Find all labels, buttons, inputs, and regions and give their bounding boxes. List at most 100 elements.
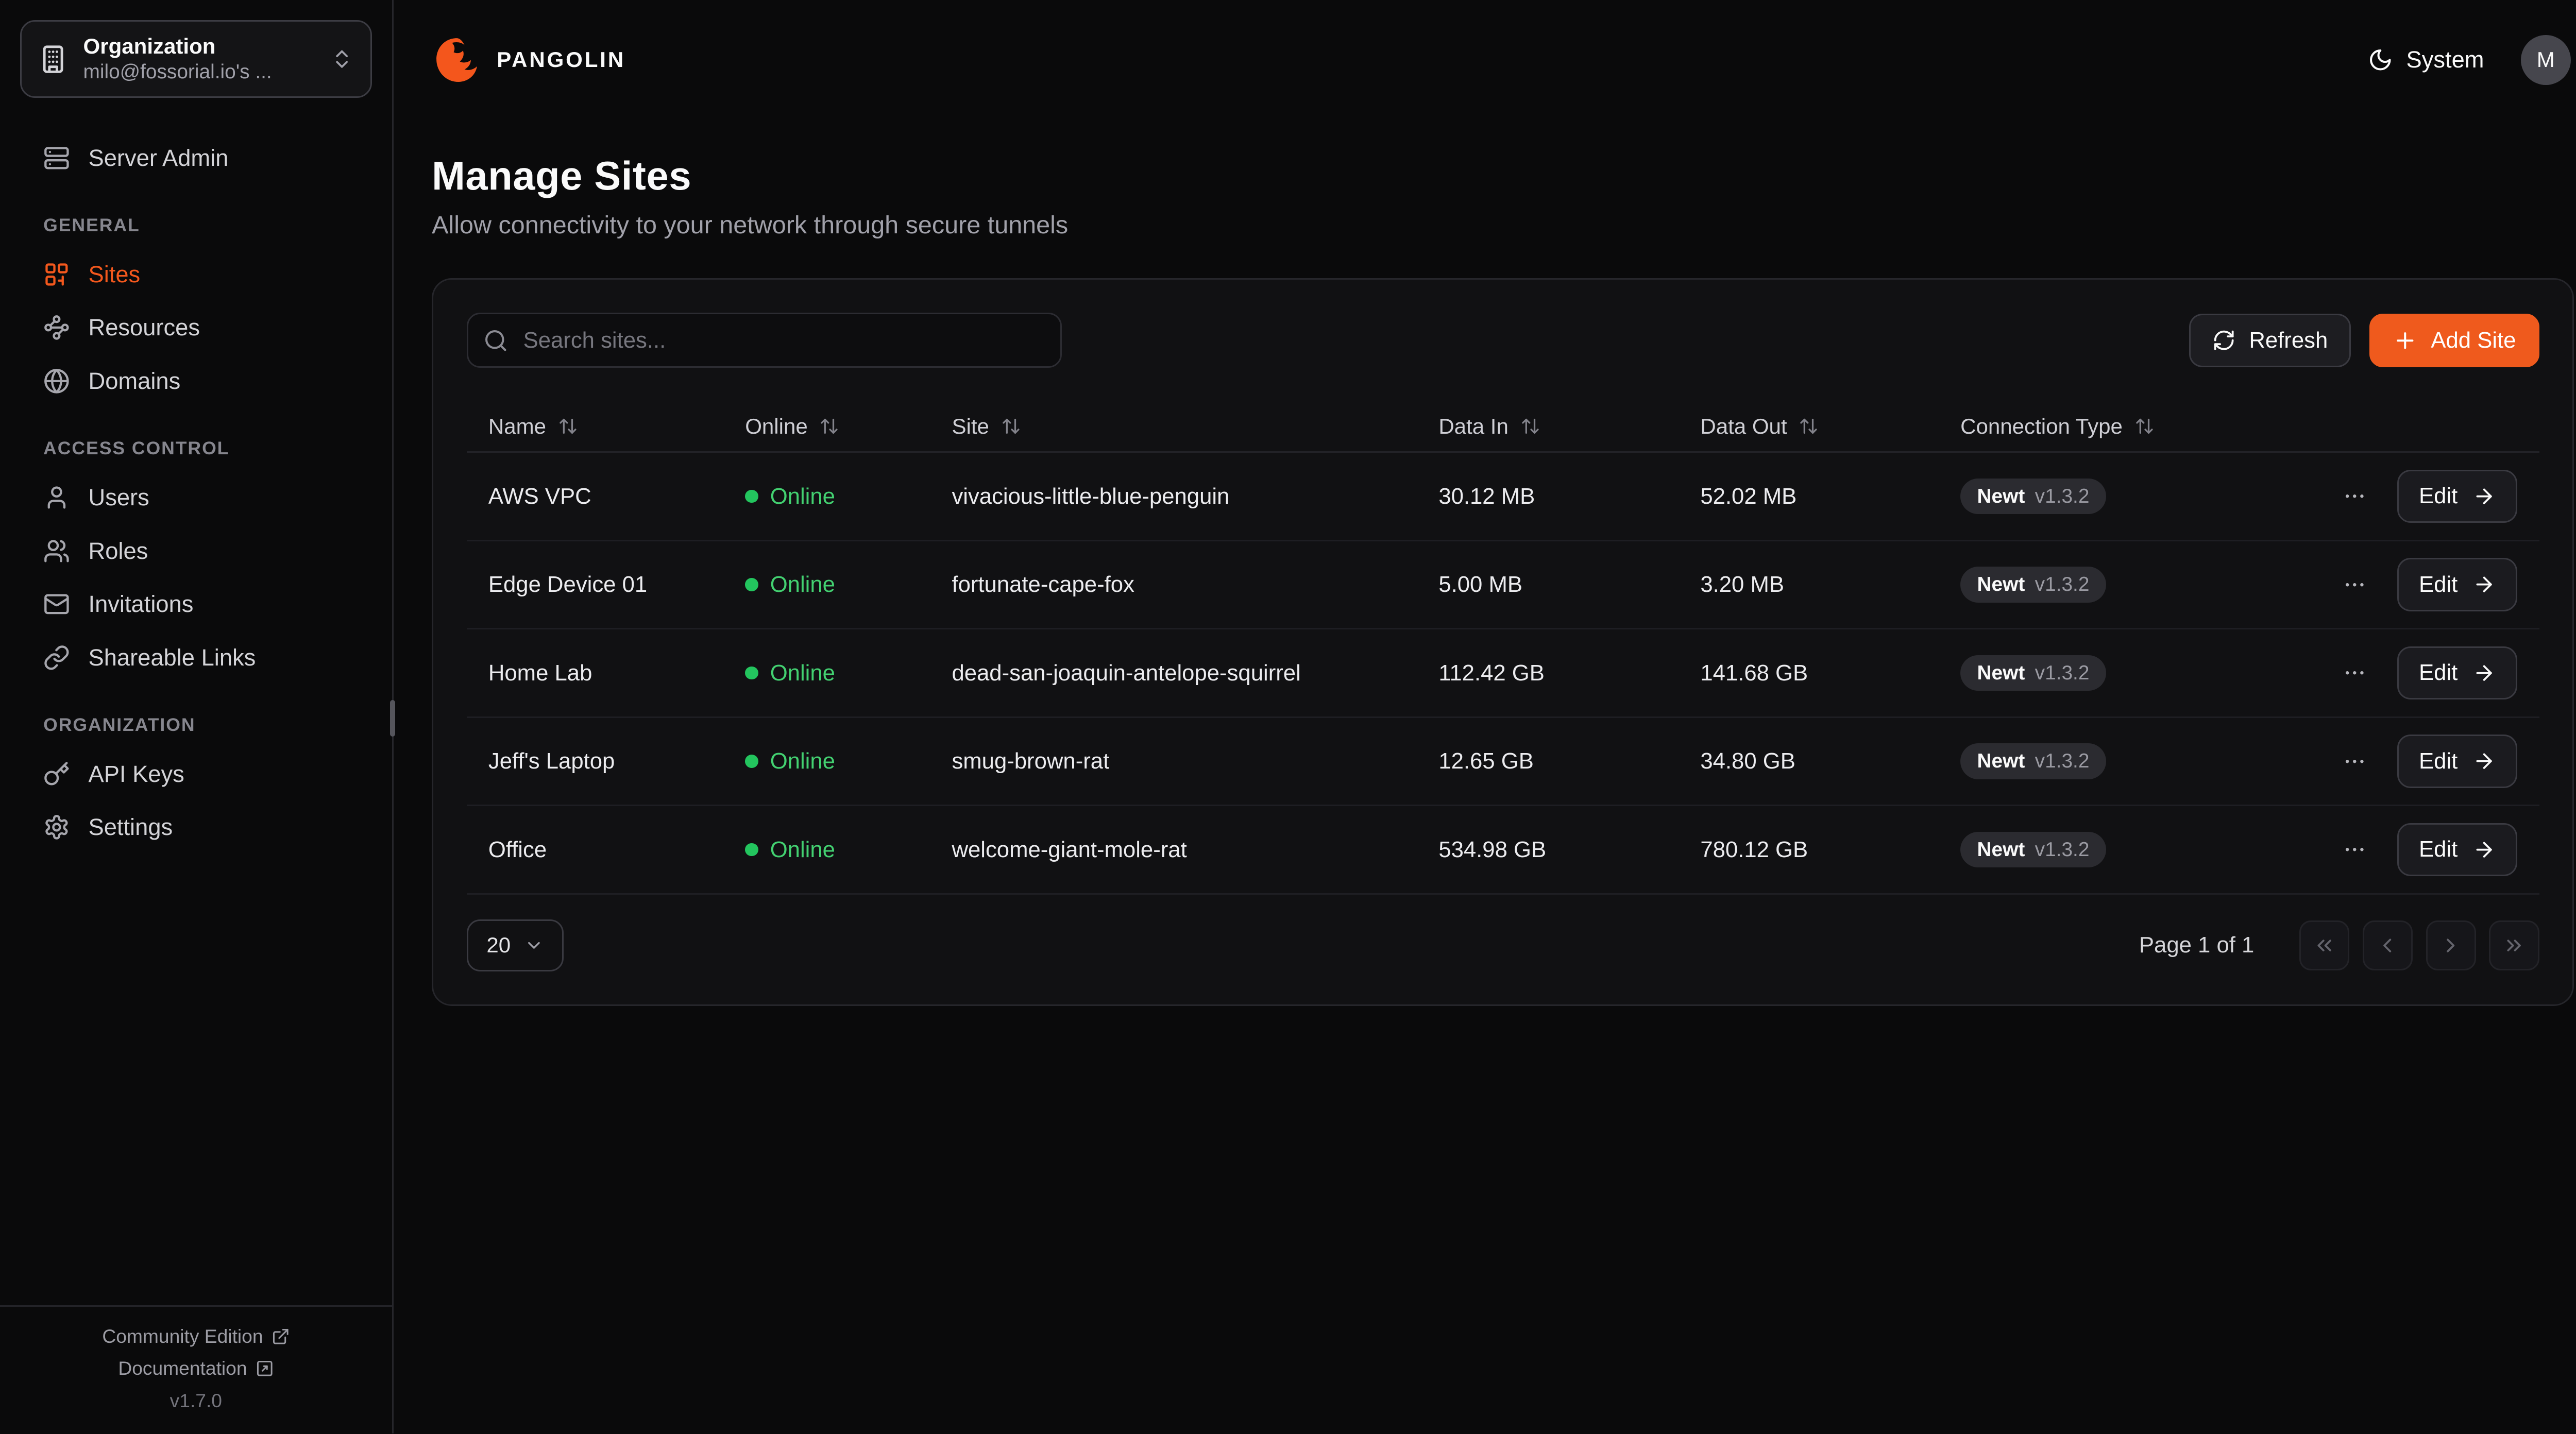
row-menu-button[interactable] — [2335, 654, 2374, 692]
sidebar-item-label: Shareable Links — [88, 644, 256, 671]
community-edition-link[interactable]: Community Edition — [102, 1325, 290, 1347]
pager-first-icon — [2313, 934, 2336, 957]
server-icon — [43, 145, 70, 172]
connection-type-cell: Newt v1.3.2 — [1960, 478, 2300, 515]
theme-toggle[interactable]: System — [2368, 46, 2484, 73]
sort-icon — [1799, 416, 1819, 436]
search-box — [466, 313, 1062, 368]
sidebar: Organization milo@fossorial.io's ... Ser… — [0, 0, 396, 1433]
edit-button[interactable]: Edit — [2397, 469, 2518, 523]
page-title: Manage Sites — [432, 153, 692, 198]
prev-page-button[interactable] — [2362, 920, 2413, 970]
status-dot — [745, 843, 759, 857]
column-header-online[interactable]: Online — [745, 414, 952, 439]
status-dot — [745, 578, 759, 591]
status-dot — [745, 755, 759, 768]
page-subtitle: Allow connectivity to your network throu… — [432, 211, 1069, 240]
site-slug: welcome-giant-mole-rat — [952, 836, 1187, 862]
page-size-select[interactable]: 20 — [466, 919, 564, 971]
column-header-name[interactable]: Name — [488, 414, 745, 439]
org-switcher-text: Organization milo@fossorial.io's ... — [83, 33, 272, 84]
sidebar-item-shareable-links[interactable]: Shareable Links — [0, 631, 392, 685]
column-header-data-in[interactable]: Data In — [1438, 414, 1700, 439]
sidebar-item-api-keys[interactable]: API Keys — [0, 747, 392, 801]
sidebar-item-label: Invitations — [88, 591, 194, 618]
pagination: 20 Page 1 of 1 — [466, 919, 2539, 971]
sidebar-item-server-admin[interactable]: Server Admin — [0, 131, 392, 185]
column-header-data-out[interactable]: Data Out — [1700, 414, 1960, 439]
edit-button[interactable]: Edit — [2397, 646, 2518, 700]
sidebar-item-resources[interactable]: Resources — [0, 301, 392, 355]
row-menu-button[interactable] — [2335, 830, 2374, 868]
arrow-right-icon — [2472, 485, 2496, 508]
sidebar-item-settings[interactable]: Settings — [0, 801, 392, 855]
sort-icon — [1001, 416, 1021, 436]
column-header-site[interactable]: Site — [952, 414, 1438, 439]
sidebar-item-label: Domains — [88, 368, 181, 395]
row-menu-button[interactable] — [2335, 566, 2374, 604]
arrow-right-icon — [2472, 838, 2496, 861]
refresh-button[interactable]: Refresh — [2189, 314, 2351, 367]
api-keys-icon — [43, 761, 70, 788]
edit-button[interactable]: Edit — [2397, 735, 2518, 788]
last-page-button[interactable] — [2489, 920, 2539, 970]
connection-type-cell: Newt v1.3.2 — [1960, 655, 2300, 691]
search-input[interactable] — [466, 313, 1062, 368]
avatar[interactable]: M — [2520, 35, 2571, 86]
row-menu-button[interactable] — [2335, 477, 2374, 515]
table-header: Name Online Site Data In — [466, 401, 2539, 453]
links-icon — [43, 644, 70, 671]
community-edition-label: Community Edition — [102, 1325, 263, 1347]
column-header-connection-type[interactable]: Connection Type — [1960, 414, 2300, 439]
section-label-access-control: ACCESS CONTROL — [43, 438, 230, 459]
sidebar-item-users[interactable]: Users — [0, 471, 392, 524]
site-slug: fortunate-cape-fox — [952, 572, 1134, 597]
edit-button[interactable]: Edit — [2397, 823, 2518, 877]
edit-button[interactable]: Edit — [2397, 558, 2518, 611]
section-label-organization: ORGANIZATION — [43, 714, 196, 736]
org-switcher[interactable]: Organization milo@fossorial.io's ... — [20, 20, 372, 98]
plus-icon — [2393, 328, 2418, 353]
docs-icon — [256, 1359, 274, 1378]
row-menu-button[interactable] — [2335, 742, 2374, 780]
next-page-button[interactable] — [2426, 920, 2476, 970]
connection-type-badge: Newt v1.3.2 — [1960, 478, 2106, 515]
connection-type-badge: Newt v1.3.2 — [1960, 743, 2106, 779]
org-switcher-label: Organization — [83, 34, 216, 59]
refresh-icon — [2212, 329, 2235, 352]
chevron-down-icon — [524, 935, 544, 955]
documentation-link[interactable]: Documentation — [118, 1357, 274, 1379]
data-in-value: 5.00 MB — [1438, 572, 1522, 597]
add-site-button-label: Add Site — [2431, 327, 2516, 353]
site-slug: vivacious-little-blue-penguin — [952, 483, 1230, 509]
connection-type-cell: Newt v1.3.2 — [1960, 743, 2300, 779]
sidebar-item-label: Users — [88, 484, 149, 510]
sidebar-item-domains[interactable]: Domains — [0, 354, 392, 408]
table-row: AWS VPC Online vivacious-little-blue-pen… — [466, 453, 2539, 541]
topbar: PANGOLIN System M — [394, 0, 2576, 120]
sidebar-item-sites[interactable]: Sites — [0, 248, 392, 301]
site-name: Jeff's Laptop — [488, 748, 615, 774]
sidebar-item-invitations[interactable]: Invitations — [0, 577, 392, 631]
data-out-value: 52.02 MB — [1700, 483, 1797, 509]
connection-type-cell: Newt v1.3.2 — [1960, 567, 2300, 603]
brand[interactable]: PANGOLIN — [432, 35, 625, 85]
settings-icon — [43, 814, 70, 841]
first-page-button[interactable] — [2299, 920, 2349, 970]
data-out-value: 780.12 GB — [1700, 836, 1808, 862]
site-status: Online — [745, 484, 952, 509]
invitations-icon — [43, 591, 70, 618]
refresh-button-label: Refresh — [2249, 327, 2328, 353]
row-actions: Edit — [2300, 646, 2539, 700]
arrow-right-icon — [2472, 661, 2496, 685]
site-status: Online — [745, 837, 952, 863]
resources-icon — [43, 314, 70, 341]
add-site-button[interactable]: Add Site — [2369, 314, 2539, 367]
section-label-general: GENERAL — [43, 215, 140, 236]
sidebar-item-roles[interactable]: Roles — [0, 524, 392, 578]
arrow-right-icon — [2472, 749, 2496, 773]
sidebar-resize-handle[interactable] — [390, 700, 396, 737]
page-info: Page 1 of 1 — [2139, 932, 2255, 958]
site-status: Online — [745, 572, 952, 598]
table-row: Jeff's Laptop Online smug-brown-rat 12.6… — [466, 718, 2539, 807]
